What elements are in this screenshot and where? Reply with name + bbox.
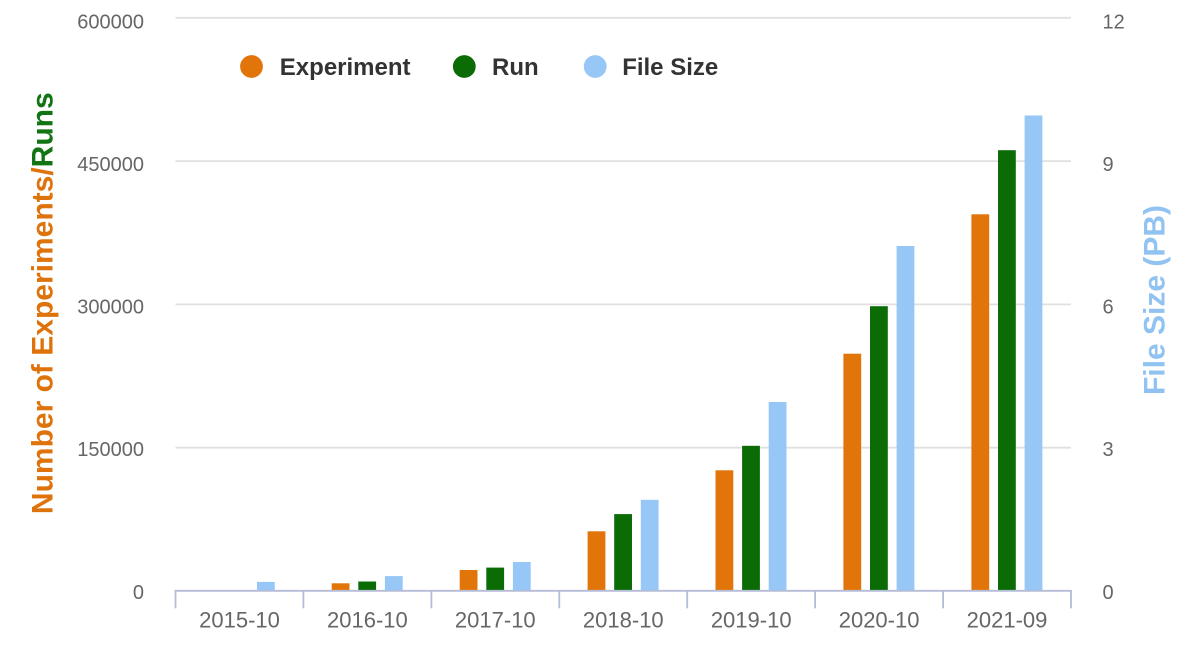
svg-text:150000: 150000 [77,439,144,461]
svg-text:2017-10: 2017-10 [455,608,536,633]
svg-text:300000: 300000 [77,297,144,319]
svg-text:2019-10: 2019-10 [711,608,792,633]
svg-text:450000: 450000 [77,154,144,176]
svg-text:File Size: File Size [622,54,718,81]
svg-text:3: 3 [1103,439,1114,461]
svg-text:2018-10: 2018-10 [583,608,664,633]
svg-text:2015-10: 2015-10 [199,608,280,633]
svg-text:0: 0 [133,582,144,604]
svg-text:File Size (PB): File Size (PB) [1139,205,1172,395]
svg-text:2020-10: 2020-10 [839,608,920,633]
svg-text:Number of Experiments/Runs: Number of Experiments/Runs [27,92,60,514]
svg-text:12: 12 [1103,11,1125,33]
svg-text:2021-09: 2021-09 [967,608,1048,633]
svg-text:9: 9 [1103,154,1114,176]
svg-text:2016-10: 2016-10 [327,608,408,633]
svg-text:Experiment: Experiment [280,54,411,81]
svg-text:0: 0 [1103,582,1114,604]
svg-text:6: 6 [1103,297,1114,319]
svg-text:Run: Run [492,54,539,81]
svg-text:600000: 600000 [77,11,144,33]
